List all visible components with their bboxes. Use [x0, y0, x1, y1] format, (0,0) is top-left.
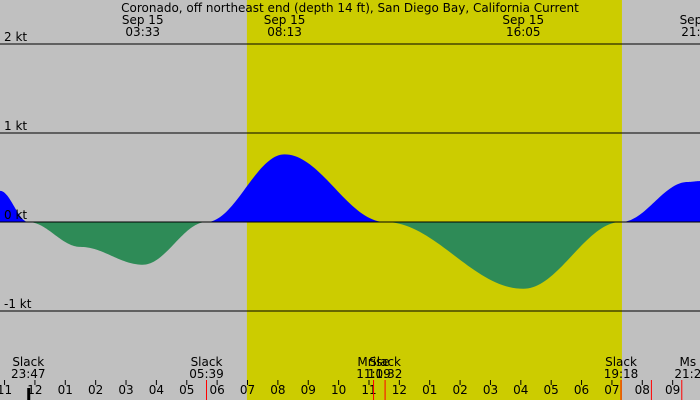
bottom-event-label: Slack [369, 355, 401, 369]
flood-area [621, 181, 700, 222]
bottom-event-time: 11:32 [368, 367, 403, 381]
x-tick-label: 05 [544, 383, 559, 397]
bottom-event-label: Slack [605, 355, 637, 369]
x-tick-label: 02 [452, 383, 467, 397]
y-tick-label: -1 kt [4, 297, 32, 311]
x-tick-label: 10 [331, 383, 346, 397]
y-tick-label: 2 kt [4, 30, 27, 44]
bottom-event-time: 23:47 [11, 367, 46, 381]
bottom-event-label: Ms [680, 355, 697, 369]
x-tick-label: 12 [392, 383, 407, 397]
y-tick-label: 0 kt [4, 208, 27, 222]
x-tick-label: 11 [361, 383, 376, 397]
bottom-event-label: Slack [12, 355, 44, 369]
x-tick-label: 07 [240, 383, 255, 397]
event-date-label: Sep [680, 13, 700, 27]
bottom-event-time: 05:39 [189, 367, 224, 381]
y-tick-label: 1 kt [4, 119, 27, 133]
x-tick-label: 06 [574, 383, 589, 397]
event-time-label: 21: [681, 25, 700, 39]
x-tick-label: 09 [301, 383, 316, 397]
x-tick-label: 03 [483, 383, 498, 397]
event-date-label: Sep 15 [122, 13, 164, 27]
bottom-event-label: Slack [191, 355, 223, 369]
x-tick-label: 05 [179, 383, 194, 397]
x-tick-label: 02 [88, 383, 103, 397]
x-tick-label: 01 [422, 383, 437, 397]
event-time-label: 08:13 [267, 25, 302, 39]
flood-area [0, 190, 29, 222]
ebb-area [385, 222, 622, 289]
x-tick-label: 08 [635, 383, 650, 397]
event-time-label: 16:05 [506, 25, 541, 39]
x-tick-label: 11 [0, 383, 12, 397]
x-tick-label: 04 [513, 383, 528, 397]
chart-title: Coronado, off northeast end (depth 14 ft… [121, 1, 579, 15]
x-tick-label: 04 [149, 383, 164, 397]
y-axis-labels: 2 kt 1 kt 0 kt -1 kt [4, 30, 32, 311]
current-areas [0, 154, 700, 289]
event-time-label: 03:33 [125, 25, 160, 39]
midnight-marker [27, 388, 31, 400]
gridlines [0, 43, 700, 312]
x-tick-label: 07 [604, 383, 619, 397]
x-tick-label: 08 [270, 383, 285, 397]
x-tick-label: 09 [665, 383, 680, 397]
ebb-area [28, 222, 207, 265]
x-tick-label: 03 [118, 383, 133, 397]
bottom-event-time: 11:09 [356, 367, 391, 381]
event-date-label: Sep 15 [264, 13, 306, 27]
bottom-event-time: 21:2 [674, 367, 700, 381]
x-tick-label: 01 [58, 383, 73, 397]
bottom-event-label: Mrise [357, 355, 389, 369]
x-tick-label: 12 [27, 383, 42, 397]
bottom-event-labels: Slack23:47Slack05:39Mrise11:09Slack11:32… [11, 355, 700, 381]
x-tick-label: 06 [209, 383, 224, 397]
bottom-event-time: 19:18 [604, 367, 639, 381]
flood-area [206, 154, 386, 222]
x-axis: 11 12 01 02 03 04 05 06 07 08 09 10 11 12 01 02 03 04 05 06… [0, 380, 683, 400]
event-date-label: Sep 15 [502, 13, 544, 27]
